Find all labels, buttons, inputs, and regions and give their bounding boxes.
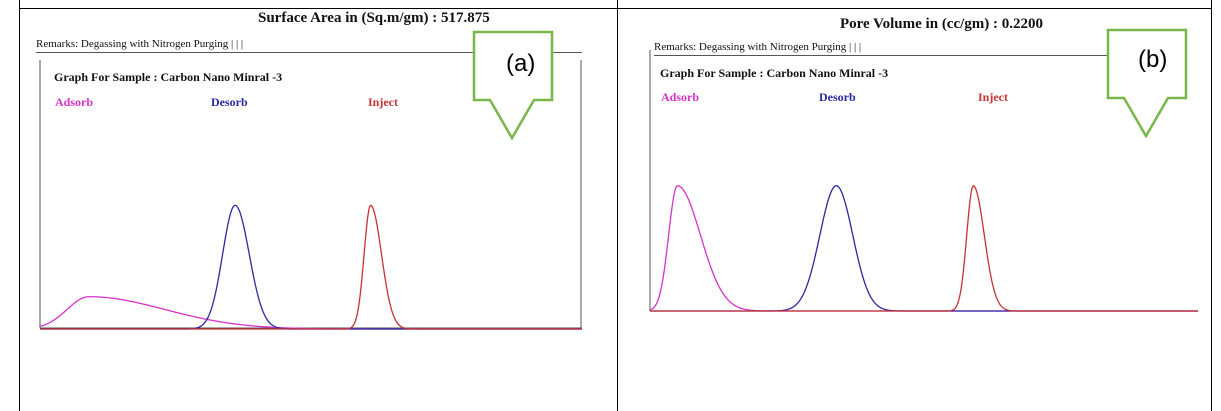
callout-arrow-b-icon [1106, 28, 1188, 139]
surface-area-label: Surface Area in (Sq.m/gm) : 517.875 [258, 10, 490, 26]
legend-adsorb: Adsorb [55, 95, 94, 109]
callout-label-b: (b) [1138, 46, 1168, 73]
series-line-inject [650, 184, 1198, 312]
remarks-text: Remarks: Degassing with Nitrogen Purging… [654, 41, 862, 53]
chart-a [39, 60, 582, 330]
legend-desorb: Desorb [211, 95, 248, 109]
legend-inject: Inject [368, 95, 398, 109]
chart-b [649, 50, 1198, 312]
right-border [1211, 0, 1212, 411]
callout-arrow-a-icon [472, 30, 554, 141]
remarks-text: Remarks: Degassing with Nitrogen Purging… [36, 38, 244, 50]
series-line-desorb [40, 204, 582, 330]
graph-title: Graph For Sample : Carbon Nano Minral -3 [660, 66, 889, 80]
center-divider [617, 0, 618, 411]
callout-label-a: (a) [506, 50, 536, 77]
legend-adsorb: Adsorb [661, 90, 700, 104]
top-border [19, 8, 1212, 9]
legend-desorb: Desorb [819, 90, 856, 104]
series-line-inject [40, 204, 582, 330]
legend-inject: Inject [978, 90, 1008, 104]
series-line-adsorb [39, 296, 582, 330]
left-border [19, 0, 20, 411]
remarks-underline [654, 55, 1144, 56]
graph-title: Graph For Sample : Carbon Nano Minral -3 [54, 70, 283, 84]
pore-volume-label: Pore Volume in (cc/gm) : 0.2200 [840, 16, 1044, 32]
series-line-desorb [650, 185, 1198, 312]
series-line-adsorb [649, 185, 1198, 312]
remarks-underline [36, 52, 582, 53]
